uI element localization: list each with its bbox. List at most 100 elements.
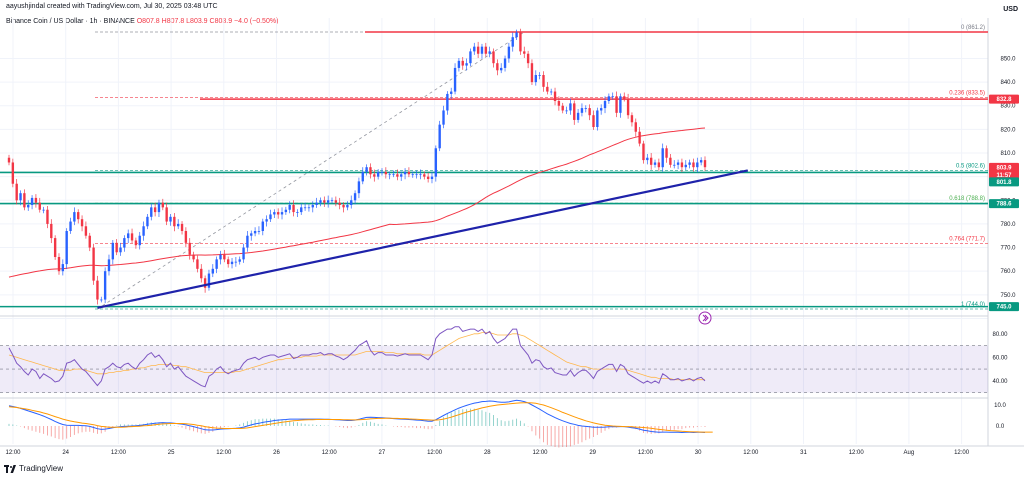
time-tick-label: 12:00 <box>849 450 865 456</box>
candle-body <box>473 46 476 52</box>
candle-body <box>530 63 534 83</box>
price-tag-label: 11:57 <box>996 173 1012 179</box>
candle-body <box>107 259 111 272</box>
candle-body <box>11 162 15 184</box>
candle-body <box>534 75 537 83</box>
time-axis[interactable]: 12:00 24 12:00 25 12:00 26 12:00 27 12:00 28 12:00… <box>5 450 969 456</box>
candle-body <box>296 212 299 213</box>
candle-body <box>446 93 449 111</box>
trend-line[interactable] <box>97 169 748 309</box>
candle-body <box>442 110 445 125</box>
candle-body <box>584 108 587 109</box>
time-tick-label: 29 <box>589 450 596 456</box>
candle-body <box>346 205 349 208</box>
candle-body <box>565 110 568 112</box>
candle-body <box>27 205 30 208</box>
candle-body <box>311 205 314 208</box>
candle-body <box>465 63 468 66</box>
candle-body <box>207 273 211 288</box>
candle-body <box>415 174 418 176</box>
candle-body <box>657 162 661 168</box>
currency-label[interactable]: USD <box>1003 6 1018 13</box>
candle-body <box>407 171 411 175</box>
time-tick-label: 12:00 <box>532 450 548 456</box>
candle-body <box>46 209 49 224</box>
candle-body <box>42 209 45 211</box>
candle-body <box>696 162 699 168</box>
candle-body <box>192 254 195 260</box>
candle-body <box>599 108 603 111</box>
tradingview-brand[interactable]: TradingView <box>4 464 63 473</box>
candle-body <box>146 216 149 227</box>
price-tag-box <box>989 162 1019 172</box>
candle-body <box>261 221 264 232</box>
time-tick-label: 12:00 <box>427 450 443 456</box>
candle-body <box>77 212 80 220</box>
candle-body <box>665 148 668 158</box>
price-tag-box <box>989 302 1019 312</box>
candle-body <box>392 174 395 176</box>
fib-level-label: 0.5 (802.6) <box>956 164 985 170</box>
candle-body <box>65 231 68 265</box>
price-tick-label: 770.0 <box>1000 246 1016 252</box>
horizontal-levels[interactable] <box>0 31 988 308</box>
time-tick-label: 12:00 <box>743 450 759 456</box>
candle-body <box>438 124 441 149</box>
candle-body <box>592 115 595 128</box>
grid-lines <box>0 18 1024 447</box>
candle-body <box>292 205 295 213</box>
candle-body <box>269 214 272 220</box>
price-tag-label: 803.9 <box>996 165 1012 171</box>
candle-body <box>549 91 553 93</box>
candle-body <box>177 223 180 227</box>
candle-body <box>653 162 657 165</box>
candle-body <box>69 221 72 232</box>
candle-body <box>557 101 561 106</box>
candle-body <box>388 174 391 176</box>
candle-body <box>153 207 157 213</box>
candle-body <box>84 226 88 236</box>
candle-body <box>219 254 222 260</box>
fib-retracement[interactable]: 0 (861.2) 0.236 (833.5) 0.5 (802.6) 0.618 (… <box>95 25 988 310</box>
candle-body <box>380 171 384 173</box>
price-tag-box <box>989 177 1019 187</box>
candle-body <box>649 157 653 165</box>
candle-body <box>596 110 599 128</box>
candle-body <box>703 160 707 168</box>
candle-body <box>119 247 122 253</box>
price-axis[interactable]: 850.0840.0830.0820.0810.0800.0790.0780.0… <box>992 56 1016 430</box>
price-tick-label: 820.0 <box>1000 127 1016 133</box>
candle-body <box>365 167 368 172</box>
candle-body <box>238 259 241 262</box>
tradingview-logo-icon <box>4 464 16 473</box>
candle-body <box>669 157 672 165</box>
candle-body <box>307 207 311 209</box>
candle-body <box>430 176 434 180</box>
candle-body <box>573 103 576 120</box>
alert-icon[interactable] <box>698 311 712 325</box>
candle-body <box>330 200 334 202</box>
candle-body <box>53 238 57 258</box>
candle-body <box>646 157 649 161</box>
candle-body <box>57 257 61 272</box>
candle-body <box>23 193 26 208</box>
candle-body <box>519 32 522 52</box>
candle-body <box>353 193 357 201</box>
candle-body <box>157 202 161 213</box>
candle-body <box>80 219 84 227</box>
candle-body <box>469 51 472 64</box>
candle-body <box>134 240 138 246</box>
candles <box>7 28 707 305</box>
time-tick-label: 12:00 <box>954 450 970 456</box>
candle-body <box>315 202 318 206</box>
symbol-name: Binance Coin / US Dollar · 1h · BINANCE <box>6 18 135 25</box>
candle-body <box>384 171 388 175</box>
symbol-legend[interactable]: Binance Coin / US Dollar · 1h · BINANCE … <box>6 18 278 25</box>
candle-body <box>453 67 457 92</box>
candle-body <box>500 67 503 71</box>
candle-body <box>623 96 626 99</box>
candle-body <box>211 268 214 274</box>
candle-body <box>230 261 234 265</box>
candle-body <box>673 164 676 166</box>
